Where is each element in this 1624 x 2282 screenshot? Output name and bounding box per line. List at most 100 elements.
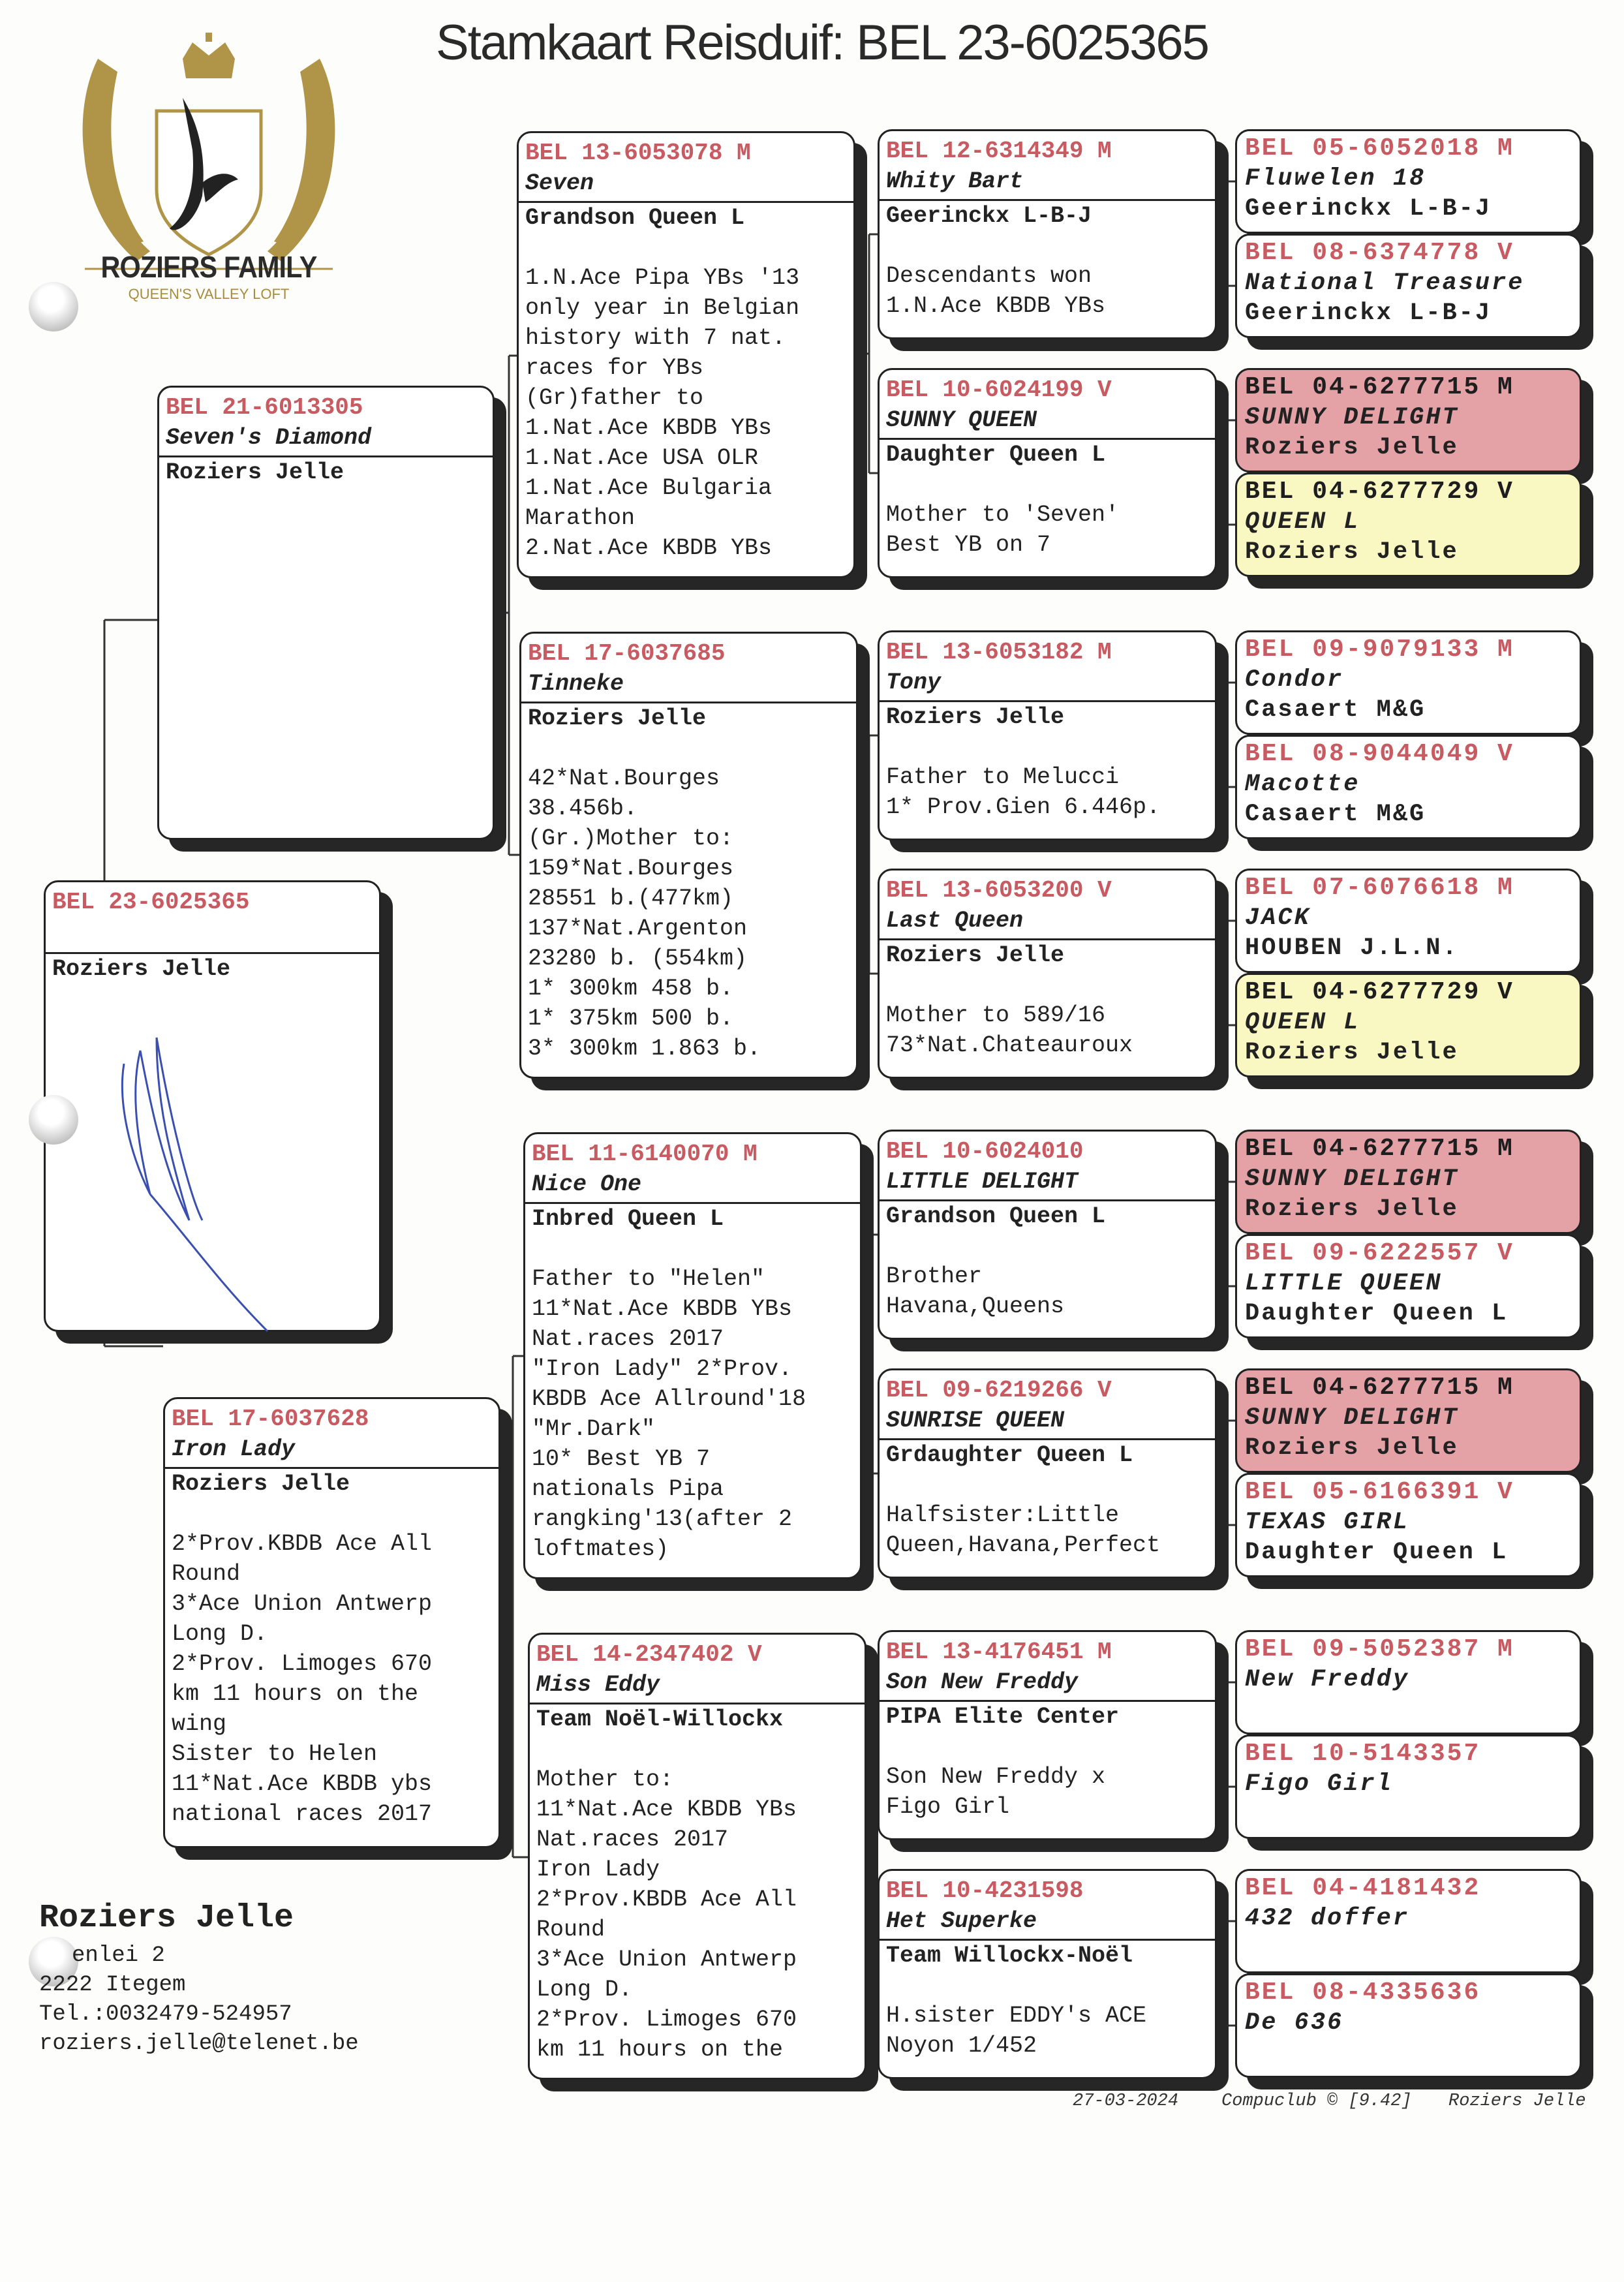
box-header: BEL 10-6024199 V SUNNY QUEEN	[880, 370, 1215, 438]
note-line: Best YB on 7	[886, 532, 1051, 558]
breeder-name: Roziers Jelle	[39, 1900, 294, 1937]
box-body: Daughter Queen L Mother to 'Seven' Best YB…	[880, 440, 1215, 560]
box-body: Grdaughter Queen L Halfsister:Little Queen…	[880, 1440, 1215, 1560]
note-line: nationals Pipa	[532, 1476, 724, 1502]
owner: Daughter Queen L	[1245, 1300, 1509, 1327]
box-body: Team Willockx-Noël H.sister EDDY's ACE Noy…	[880, 1941, 1215, 2061]
note-line: Marathon	[525, 505, 636, 531]
ring-number: BEL 17-6037628	[172, 1406, 369, 1432]
logo-name: ROZIERS FAMILY	[100, 250, 318, 284]
divider	[880, 1939, 1215, 1941]
divider	[880, 438, 1215, 440]
note-line: Nat.races 2017	[532, 1326, 724, 1352]
note-line: km 11 hours on the	[172, 1681, 419, 1707]
owner: Grdaughter Queen L	[886, 1442, 1133, 1468]
note-line: 1.N.Ace KBDB YBs	[886, 293, 1106, 319]
great-grandparent-box: BEL 13-4176451 M Son New Freddy PIPA Elite…	[878, 1630, 1217, 1840]
note-line: 1* Prov.Gien 6.446p.	[886, 794, 1161, 820]
ring-number: BEL 09-6222557 V	[1245, 1239, 1514, 1267]
ring-number: BEL 10-6024010	[886, 1138, 1084, 1165]
subject-box: BEL 23-6025365 Roziers Jelle	[44, 880, 381, 1332]
ring-number: BEL 17-6037685	[528, 640, 726, 667]
note-line: Figo Girl	[886, 1794, 1010, 1820]
ring-number: BEL 04-4181432	[1245, 1874, 1481, 1902]
divider	[880, 700, 1215, 702]
spacer	[886, 1231, 1208, 1261]
box-header: BEL 17-6037628 Iron Lady	[165, 1399, 498, 1467]
note-line: Noyon 1/452	[886, 2033, 1037, 2059]
note-line: 10* Best YB 7	[532, 1446, 711, 1472]
ring-number: BEL 05-6052018 M	[1245, 134, 1514, 162]
ring-number: BEL 14-2347402 V	[536, 1641, 762, 1668]
great-grandparent-box: BEL 10-6024010 LITTLE DELIGHT Grandson Que…	[878, 1130, 1217, 1340]
grandparent-box: BEL 13-6053078 M Seven Grandson Queen L 1.N…	[517, 131, 855, 578]
ring-number: BEL 04-6277729 V	[1245, 978, 1514, 1006]
divider	[880, 938, 1215, 940]
box-header: BEL 12-6314349 M Whity Bart	[880, 131, 1215, 199]
divider	[519, 201, 853, 203]
ring-number: BEL 05-6166391 V	[1245, 1478, 1514, 1506]
ancestor-box: BEL 04-4181432 432 doffer	[1235, 1869, 1582, 1973]
ring-number: BEL 13-6053078 M	[525, 140, 751, 166]
note-line: Round	[536, 1917, 605, 1943]
pigeon-name: JACK	[1245, 904, 1311, 932]
ancestor-box: BEL 10-5143357 Figo Girl	[1235, 1735, 1582, 1839]
box-body: Roziers Jelle Mother to 589/16 73*Nat.Chat…	[880, 940, 1215, 1060]
owner: PIPA Elite Center	[886, 1704, 1120, 1730]
ancestor-box: BEL 09-5052387 M New Freddy	[1235, 1630, 1582, 1735]
note-line: Halfsister:Little	[886, 1502, 1120, 1528]
ring-number: BEL 09-5052387 M	[1245, 1635, 1514, 1663]
owner: Daughter Queen L	[886, 442, 1106, 468]
owner: Roziers Jelle	[1245, 1434, 1459, 1462]
note-line: "Iron Lady" 2*Prov.	[532, 1356, 793, 1382]
ring-number: BEL 10-4231598	[886, 1877, 1084, 1904]
ancestor-box: BEL 08-9044049 V Macotte Casaert M&G	[1235, 735, 1582, 839]
owner: Roziers Jelle	[1245, 1195, 1459, 1223]
box-header: BEL 09-6219266 V SUNRISE QUEEN	[880, 1370, 1215, 1438]
note-line: 2.Nat.Ace KBDB YBs	[525, 535, 773, 561]
ancestor-box: BEL 08-6374778 V National Treasure Geerinc…	[1235, 234, 1582, 338]
box-header: BEL 23-6025365	[46, 882, 379, 952]
owner: Roziers Jelle	[1245, 538, 1459, 566]
owner: Grandson Queen L	[886, 1203, 1106, 1229]
ring-number: BEL 12-6314349 M	[886, 138, 1112, 164]
note-line: only year in Belgian	[525, 295, 800, 321]
note-line: history with 7 nat.	[525, 325, 786, 351]
pigeon-name: National Treasure	[1245, 270, 1525, 297]
box-header: BEL 13-6053200 V Last Queen	[880, 871, 1215, 938]
box-header: BEL 11-6140070 M Nice One	[525, 1134, 860, 1202]
footer-date: 27-03-2024	[1073, 2091, 1179, 2111]
owner: Roziers Jelle	[52, 956, 231, 982]
note-line: Son New Freddy x	[886, 1764, 1106, 1790]
note-line: 1.N.Ace Pipa YBs '13	[525, 265, 800, 291]
box-body: Grandson Queen L Brother Havana,Queens	[880, 1201, 1215, 1321]
pigeon-name: LITTLE DELIGHT	[886, 1169, 1079, 1195]
great-grandparent-box: BEL 10-4231598 Het Superke Team Willockx-N…	[878, 1869, 1217, 2079]
note-line: 1* 300km 458 b.	[528, 976, 734, 1002]
owner: Roziers Jelle	[886, 942, 1065, 968]
divider	[525, 1202, 860, 1204]
grandparent-box: BEL 11-6140070 M Nice One Inbred Queen L Fa…	[523, 1132, 862, 1579]
note-line: Mother to:	[536, 1766, 674, 1793]
pigeon-name: Tony	[886, 670, 942, 696]
ring-number: BEL 21-6013305	[166, 394, 363, 421]
ring-number: BEL 08-4335636	[1245, 1979, 1481, 2007]
spacer	[528, 733, 850, 763]
ring-number: BEL 11-6140070 M	[532, 1141, 758, 1167]
note-line: (Gr)father to	[525, 385, 704, 411]
box-header: BEL 17-6037685 Tinneke	[521, 634, 856, 702]
owner: Team Noël-Willockx	[536, 1706, 784, 1733]
note-line: km 11 hours on the	[536, 2037, 784, 2063]
footer-software: Compuclub © [9.42]	[1221, 2091, 1412, 2111]
divider	[880, 199, 1215, 201]
ring-number: BEL 04-6277715 M	[1245, 373, 1514, 401]
pigeon-name: Whity Bart	[886, 168, 1024, 194]
box-header: BEL 13-6053182 M Tony	[880, 632, 1215, 700]
pigeon-name: SUNRISE QUEEN	[886, 1408, 1065, 1434]
box-header: BEL 14-2347402 V Miss Eddy	[530, 1635, 865, 1703]
pigeon-name: QUEEN L	[1245, 508, 1360, 536]
note-line: loftmates)	[532, 1536, 669, 1562]
ancestor-box: BEL 04-6277729 V QUEEN L Roziers Jelle	[1235, 472, 1582, 577]
note-line: H.sister EDDY's ACE	[886, 2003, 1147, 2029]
pigeon-name: Seven	[525, 170, 594, 196]
